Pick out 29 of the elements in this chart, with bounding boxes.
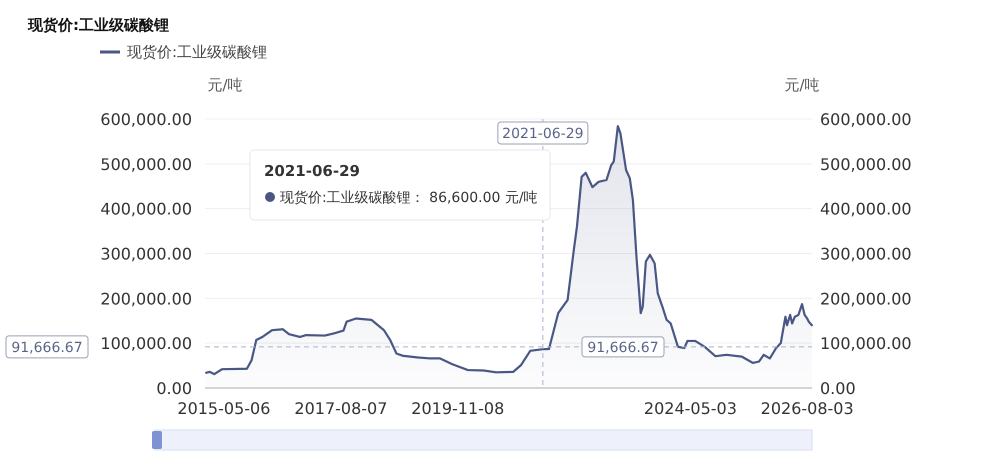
- ref-line-label: 91,666.67: [587, 340, 659, 356]
- y-tick-label: 100,000.00: [100, 334, 192, 354]
- y-tick-label: 0.00: [156, 379, 192, 398]
- x-tick-label: 2026-08-03: [760, 399, 854, 418]
- y2-tick-label: 100,000.00: [820, 334, 912, 354]
- y2-tick-label: 400,000.00: [820, 200, 912, 219]
- y2-tick-label: 0.00: [820, 379, 856, 398]
- y2-tick-label: 200,000.00: [820, 289, 912, 308]
- x-tick-label: 2024-05-03: [644, 399, 737, 418]
- x-tick-label: 2019-11-08: [411, 399, 504, 418]
- ref-line-label: 2021-06-29: [502, 126, 584, 142]
- y2-tick-label: 300,000.00: [820, 244, 912, 264]
- y-tick-label: 400,000.00: [100, 200, 192, 219]
- y-tick-label: 200,000.00: [100, 289, 192, 308]
- annotation: 2021-06-29: [264, 162, 360, 180]
- y2-tick-label: 600,000.00: [820, 110, 912, 129]
- x-tick-label: 2015-05-06: [177, 399, 270, 418]
- y-tick-label: 300,000.00: [100, 244, 192, 264]
- annotation: 现货价:工业级碳酸锂： 86,600.00 元/吨: [280, 190, 538, 206]
- legend-label: 现货价:工业级碳酸锂: [127, 43, 268, 61]
- y-tick-label: 600,000.00: [100, 110, 192, 129]
- y2-tick-label: 500,000.00: [820, 154, 912, 174]
- text: 91,666.67: [11, 340, 83, 356]
- y-tick-label: 500,000.00: [100, 154, 192, 174]
- tooltip: 2021-06-29 现货价:工业级碳酸锂： 86,600.00 元/吨: [250, 150, 550, 220]
- x-tick-label: 2017-08-07: [294, 399, 388, 418]
- chart-title: 现货价:工业级碳酸锂: [27, 16, 169, 34]
- y2-axis-title: 元/吨: [784, 76, 820, 94]
- y-axis-title: 元/吨: [207, 76, 243, 94]
